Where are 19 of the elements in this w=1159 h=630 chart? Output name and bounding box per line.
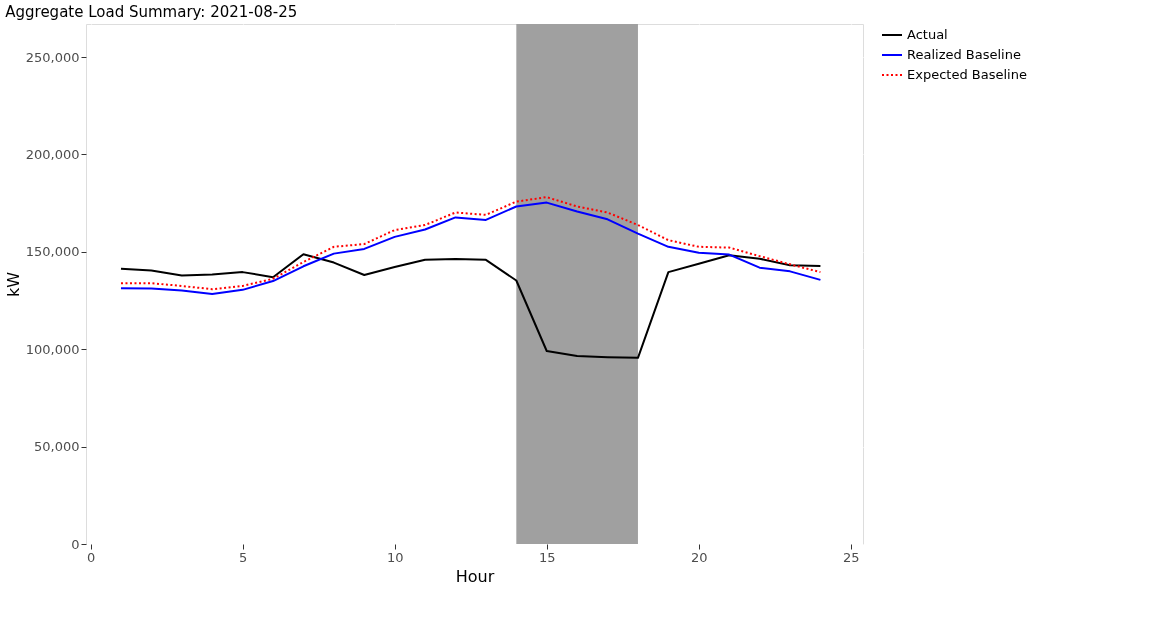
x-tick-label: 20 xyxy=(691,549,708,565)
y-tick-label: 250,000 xyxy=(25,49,80,65)
x-axis-title: Hour xyxy=(455,566,495,586)
y-tick-label: 50,000 xyxy=(34,439,80,455)
x-tick-label: 25 xyxy=(843,549,860,565)
chart-title: Aggregate Load Summary: 2021-08-25 xyxy=(5,3,298,21)
legend-label: Expected Baseline xyxy=(907,67,1027,82)
x-tick-label: 10 xyxy=(386,549,404,565)
legend-label: Actual xyxy=(907,27,948,42)
x-tick-label: 15 xyxy=(538,549,556,565)
y-tick-label: 100,000 xyxy=(25,341,80,357)
x-tick-label: 0 xyxy=(86,549,96,565)
y-axis-title: kW xyxy=(3,271,23,298)
y-tick-label: 200,000 xyxy=(25,146,80,162)
x-tick-label: 5 xyxy=(238,549,248,565)
legend-label: Realized Baseline xyxy=(907,47,1021,62)
y-tick-label: 0 xyxy=(71,536,80,552)
line-series xyxy=(119,253,822,359)
y-tick-label: 150,000 xyxy=(25,244,80,260)
